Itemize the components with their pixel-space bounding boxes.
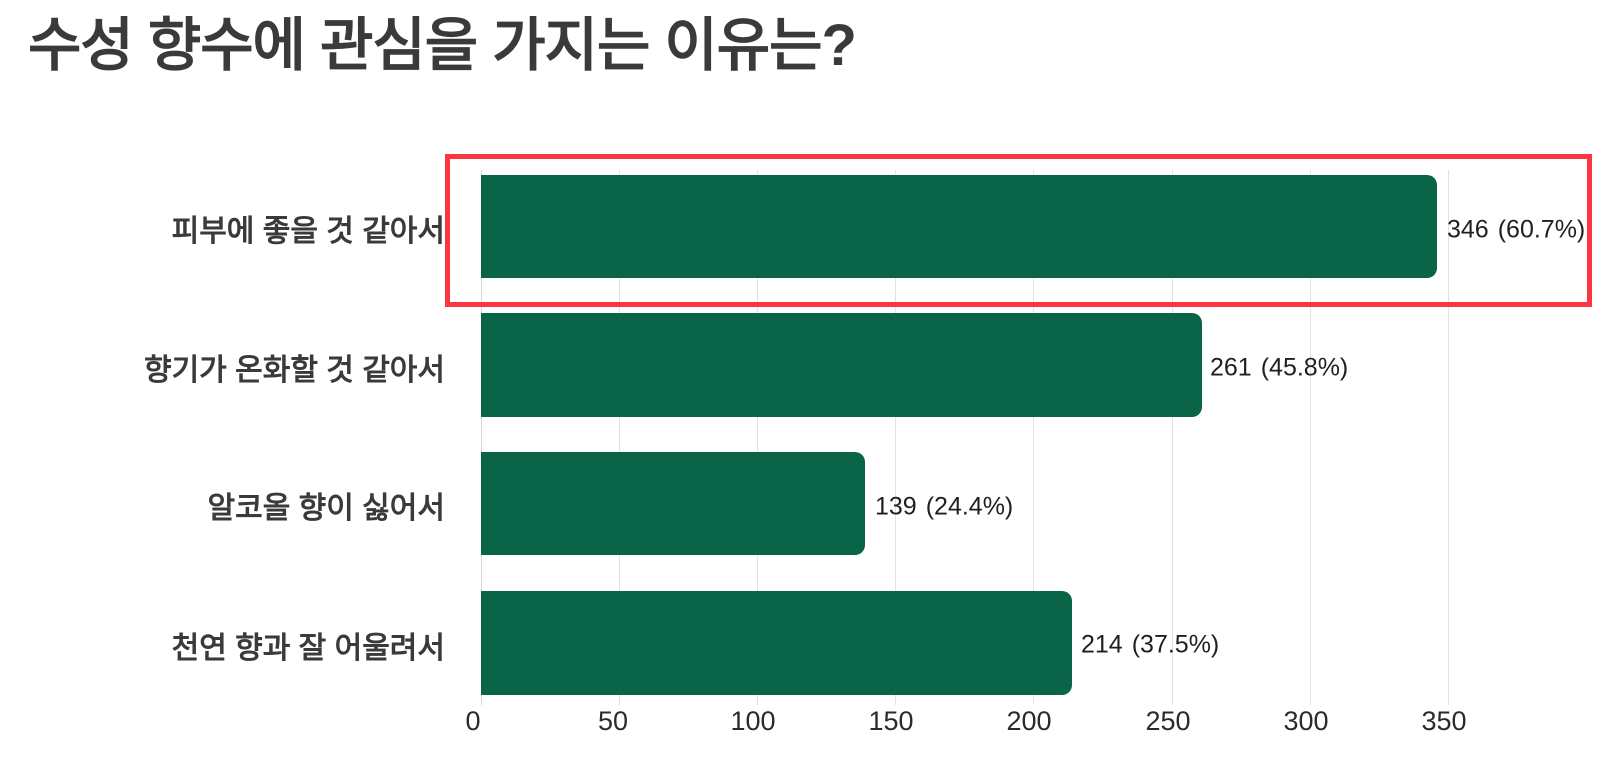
x-tick-label: 350 — [1421, 706, 1467, 736]
bar-value-count: 346 — [1447, 215, 1489, 244]
bar-value-label-0: 346 (60.7%) — [1447, 216, 1585, 245]
gridline-350 — [1448, 170, 1449, 705]
bar-value-label-3: 214 (37.5%) — [1081, 631, 1219, 660]
bar-value-percent: (24.4%) — [925, 492, 1014, 521]
bar-value-count: 261 — [1210, 353, 1252, 382]
category-label: 향기가 온화할 것 같아서 — [143, 354, 445, 387]
bar-3 — [481, 591, 1072, 695]
gridline-50 — [619, 170, 620, 705]
x-tick-label: 100 — [730, 706, 776, 736]
page-title: 수성 향수에 관심을 가지는 이유는? — [28, 13, 857, 78]
gridline-300 — [1310, 170, 1311, 705]
gridline-100 — [757, 170, 758, 705]
category-label: 천연 향과 잘 어울려서 — [171, 632, 445, 665]
bar-value-count: 214 — [1081, 630, 1123, 659]
x-tick-label: 250 — [1145, 706, 1191, 736]
bar-0 — [481, 175, 1437, 278]
bar-value-percent: (45.8%) — [1260, 353, 1349, 382]
bar-value-count: 139 — [875, 492, 917, 521]
gridline-200 — [1033, 170, 1034, 705]
category-label: 피부에 좋을 것 같아서 — [171, 215, 445, 248]
bar-value-label-2: 139 (24.4%) — [875, 493, 1013, 522]
x-tick-label: 300 — [1283, 706, 1329, 736]
x-tick-label: 200 — [1006, 706, 1052, 736]
gridline-250 — [1172, 170, 1173, 705]
x-tick-label: 50 — [597, 706, 629, 736]
bar-value-percent: (37.5%) — [1131, 630, 1220, 659]
gridline-150 — [895, 170, 896, 705]
gridline-0 — [481, 170, 482, 705]
x-tick-label: 0 — [465, 706, 481, 736]
x-tick-label: 150 — [868, 706, 914, 736]
bar-value-percent: (60.7%) — [1497, 215, 1586, 244]
bar-2 — [481, 452, 865, 555]
category-label: 알코올 향이 싫어서 — [207, 492, 445, 525]
bar-1 — [481, 313, 1202, 417]
bar-value-label-1: 261 (45.8%) — [1210, 354, 1348, 383]
